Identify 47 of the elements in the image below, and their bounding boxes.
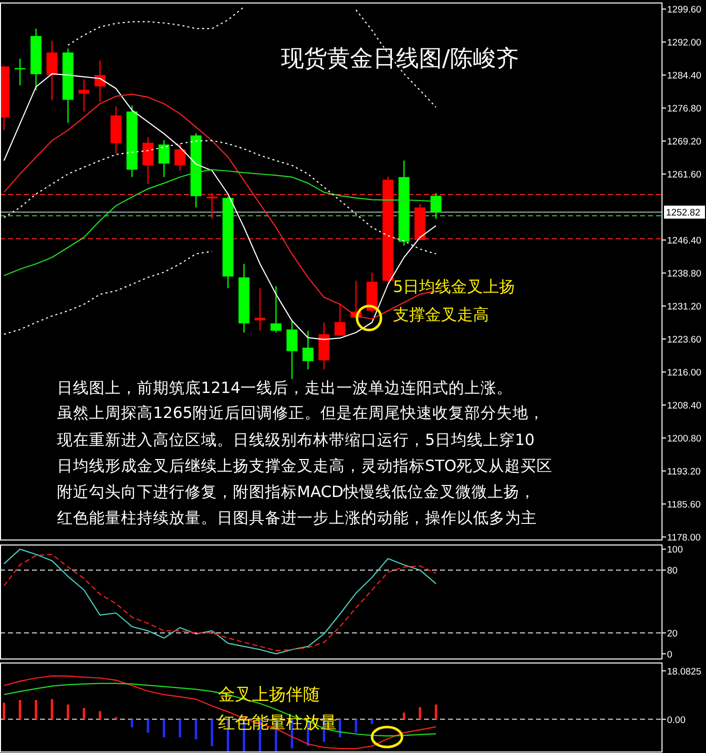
annotation: 现在重新进入高位区域。日线级别布林带缩口运行，5日均线上穿10 (57, 431, 535, 449)
y-tick-label: 0.00 (667, 714, 686, 726)
y-tick-label: 1193.20 (667, 466, 701, 478)
annotation: 支撑金叉走高 (393, 305, 489, 324)
y-tick-label: 1246.40 (667, 236, 702, 247)
candlestick (158, 140, 170, 178)
y-tick-label: 1200.80 (667, 433, 702, 444)
candlestick (302, 330, 314, 370)
y-tick-label: 1269.20 (667, 136, 702, 148)
line-series (3, 250, 213, 335)
annotation: 日均线形成金叉后继续上扬支撑金叉走高，灵动指标STO死叉从超买区 (57, 457, 553, 475)
y-tick-label: 1231.20 (667, 302, 702, 313)
candlestick (14, 58, 26, 86)
y-tick-label: 80 (667, 566, 678, 577)
annotation: 5日均线金叉上扬 (393, 277, 516, 296)
y-tick-label: 1276.80 (667, 104, 702, 115)
y-tick-label: 20 (667, 628, 678, 640)
y-tick-label: 1238.80 (667, 268, 702, 280)
annotation: 红色能量柱持续放量。日图具备进一步上涨的动能，操作以低多为主 (57, 509, 537, 527)
y-tick-label: 1284.40 (667, 70, 702, 82)
y-tick-label: 1208.40 (667, 400, 702, 412)
candlestick (254, 288, 266, 332)
y-tick-label: 1185.60 (667, 499, 701, 510)
y-tick-label: 1292.00 (667, 38, 702, 49)
y-tick-label: 1178.00 (667, 532, 701, 544)
candlestick (430, 192, 442, 220)
candlestick (78, 78, 90, 112)
candlestick (174, 143, 186, 172)
y-tick-label: 0 (667, 649, 672, 660)
candlestick (334, 304, 346, 337)
y-tick-label: 1223.60 (667, 334, 702, 346)
y-tick-label: 1261.60 (667, 170, 702, 181)
candlestick (142, 136, 154, 185)
candlestick (206, 192, 218, 220)
text: 现货黄金日线图/陈峻齐 (281, 46, 519, 72)
y-tick-label: 1299.60 (667, 4, 702, 16)
y-tick-label: 18.0825 (667, 666, 702, 678)
annotation: 附近勾头向下进行修复，附图指标MACD快慢线低位金叉微微上扬， (57, 483, 536, 501)
annotation: 日线图上，前期筑底1214一线后，走出一波单边连阳式的上涨。 (57, 379, 512, 397)
ref-line-label: 1252.82 (666, 208, 700, 219)
candlestick (270, 285, 282, 334)
y-tick-label: 1216.00 (667, 368, 702, 378)
annotation: 虽然上周探高1265附近后回调修正。但是在周尾快速收复部分失地， (57, 404, 544, 422)
candlestick (46, 40, 58, 101)
y-tick-label: 100 (667, 544, 683, 556)
candlestick (94, 60, 106, 103)
candlestick (286, 320, 298, 380)
